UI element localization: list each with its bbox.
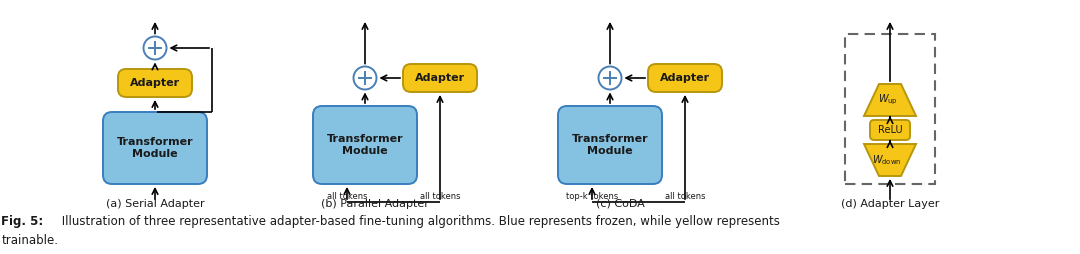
- FancyBboxPatch shape: [118, 69, 192, 97]
- Text: $W_{\rm up}$: $W_{\rm up}$: [878, 93, 897, 107]
- FancyBboxPatch shape: [403, 64, 477, 92]
- Text: (c) CoDA: (c) CoDA: [596, 199, 645, 209]
- Text: Adapter: Adapter: [660, 73, 710, 83]
- Text: all tokens: all tokens: [665, 192, 705, 201]
- Text: (d) Adapter Layer: (d) Adapter Layer: [841, 199, 940, 209]
- Circle shape: [598, 67, 621, 89]
- Text: (a) Serial Adapter: (a) Serial Adapter: [106, 199, 204, 209]
- Circle shape: [144, 37, 166, 59]
- Text: Transformer
Module: Transformer Module: [571, 134, 648, 156]
- Text: Fig. 5:: Fig. 5:: [1, 215, 43, 229]
- Text: Adapter: Adapter: [415, 73, 465, 83]
- Text: Illustration of three representative adapter-based fine-tuning algorithms. Blue : Illustration of three representative ada…: [58, 215, 780, 229]
- FancyBboxPatch shape: [313, 106, 417, 184]
- Text: (b) Parallel Adapter: (b) Parallel Adapter: [321, 199, 429, 209]
- Text: top-k tokens: top-k tokens: [566, 192, 618, 201]
- Text: $W_{\rm down}$: $W_{\rm down}$: [873, 153, 902, 167]
- Text: Transformer
Module: Transformer Module: [326, 134, 403, 156]
- FancyBboxPatch shape: [103, 112, 207, 184]
- Polygon shape: [864, 144, 916, 176]
- Polygon shape: [864, 84, 916, 116]
- FancyBboxPatch shape: [845, 34, 935, 184]
- Text: ReLU: ReLU: [878, 125, 902, 135]
- Circle shape: [353, 67, 377, 89]
- FancyBboxPatch shape: [648, 64, 723, 92]
- FancyBboxPatch shape: [870, 120, 910, 140]
- Text: Transformer
Module: Transformer Module: [117, 137, 193, 159]
- Text: all tokens: all tokens: [327, 192, 367, 201]
- Text: trainable.: trainable.: [1, 233, 58, 246]
- Text: Adapter: Adapter: [130, 78, 180, 88]
- FancyBboxPatch shape: [558, 106, 662, 184]
- Text: all tokens: all tokens: [420, 192, 460, 201]
